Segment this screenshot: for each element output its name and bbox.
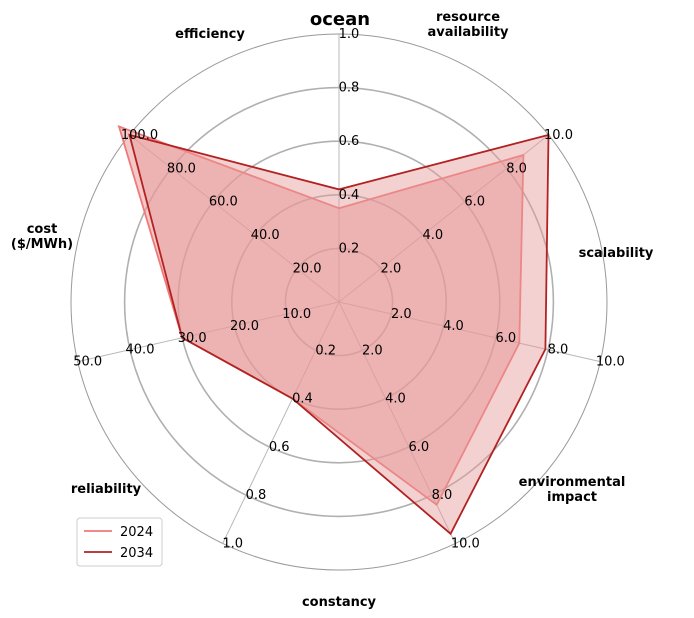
tick-label: 8.0 (432, 488, 453, 503)
tick-label: 10.0 (596, 355, 625, 370)
tick-label: 4.0 (385, 392, 406, 407)
tick-label: 0.6 (339, 134, 360, 149)
axis-label-resource-availability: resource availability (427, 10, 509, 40)
radar-tick-labels: 0.2 0.4 0.6 0.8 1.0 2.0 4.0 6.0 8.0 10.0 2.0 4.0 6.0… (73, 27, 625, 552)
tick-label: 80.0 (167, 161, 196, 176)
axis-label-environmental-impact: environmental impact (519, 475, 626, 505)
radar-series (117, 125, 550, 536)
tick-label: 10.0 (544, 128, 573, 143)
tick-label: 0.4 (292, 392, 313, 407)
tick-label: 2.0 (362, 343, 383, 358)
tick-label: 1.0 (339, 27, 360, 42)
tick-label: 100.0 (121, 128, 158, 143)
tick-label: 0.8 (339, 81, 360, 96)
tick-label: 40.0 (251, 228, 280, 243)
tick-label: 10.0 (282, 307, 311, 322)
tick-label: 4.0 (443, 319, 464, 334)
tick-label: 2.0 (391, 307, 412, 322)
legend: 2024 2034 (76, 517, 163, 567)
tick-label: 0.6 (269, 440, 290, 455)
tick-label: 6.0 (408, 440, 429, 455)
tick-label: 0.4 (339, 188, 360, 203)
radar-axis-labels: efficiency resource availability scalabilit… (11, 10, 654, 610)
series-2024-line (117, 125, 525, 507)
tick-label: 1.0 (222, 537, 243, 552)
tick-label: 20.0 (293, 262, 322, 277)
axis-label-efficiency: efficiency (175, 27, 245, 42)
series-2034-area (129, 134, 549, 534)
series-2034-line (128, 133, 550, 536)
tick-label: 60.0 (209, 195, 238, 210)
series-2024-area (119, 126, 524, 505)
tick-label: 0.2 (339, 241, 360, 256)
tick-label: 0.8 (246, 488, 267, 503)
tick-label: 20.0 (230, 319, 259, 334)
legend-frame (76, 517, 163, 567)
axis-label-constancy: constancy (302, 595, 377, 610)
tick-label: 0.2 (315, 343, 336, 358)
axis-label-scalability: scalability (579, 246, 654, 261)
legend-label-2024: 2024 (120, 525, 153, 540)
tick-label: 40.0 (126, 343, 155, 358)
axis-label-cost-mwh: cost ($/MWh) (11, 222, 73, 252)
tick-label: 8.0 (548, 343, 569, 358)
axis-label-reliability: reliability (71, 482, 142, 497)
chart-title: ocean (310, 9, 370, 30)
tick-label: 10.0 (451, 537, 480, 552)
tick-label: 6.0 (495, 331, 516, 346)
tick-label: 30.0 (178, 331, 207, 346)
tick-label: 8.0 (506, 161, 527, 176)
tick-label: 2.0 (381, 262, 402, 277)
tick-label: 4.0 (422, 228, 443, 243)
tick-label: 50.0 (73, 355, 102, 370)
legend-label-2034: 2034 (120, 546, 153, 561)
tick-label: 6.0 (464, 195, 485, 210)
